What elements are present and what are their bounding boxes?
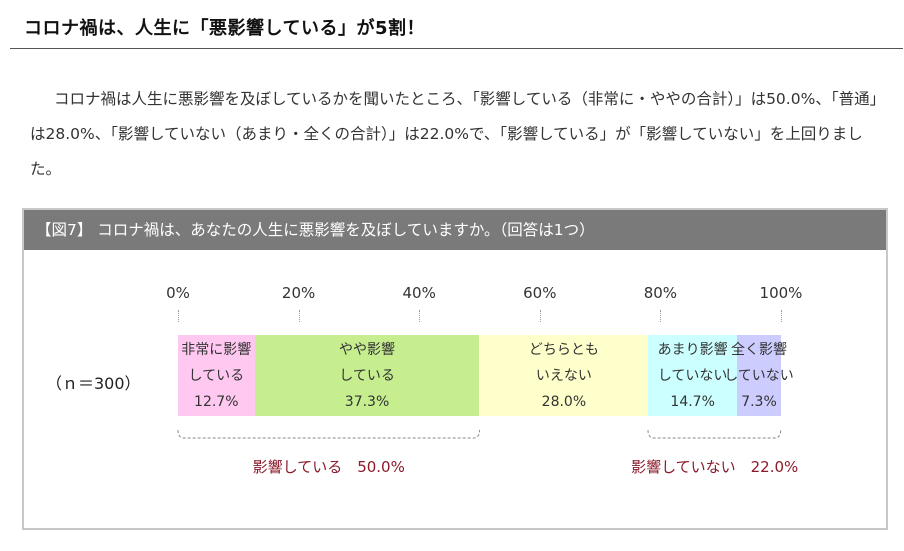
segment-label: やや影響 [339, 341, 396, 358]
x-tick-label: 100% [759, 284, 803, 302]
segment-label: していない [724, 367, 794, 384]
segment-label: いえない [535, 367, 592, 384]
sample-size-label: （ｎ＝300） [46, 374, 141, 393]
x-tick-label: 60% [523, 284, 557, 302]
bar-segment: 全く影響していない 7.3% [724, 335, 794, 416]
heading-divider [10, 48, 903, 49]
segment-value-label: 37.3% [344, 393, 390, 410]
x-gridline [298, 310, 300, 322]
x-gridline [539, 310, 541, 322]
segment-label: している [339, 367, 395, 384]
group-brace [177, 429, 480, 439]
figure-title: 【図7】 コロナ禍は、あなたの人生に悪影響を及ぼしていますか。（回答は1つ） [24, 210, 886, 250]
x-gridline [781, 310, 782, 322]
segment-label: 非常に影響 [181, 341, 252, 358]
group-brace-path [177, 429, 480, 439]
x-gridline [178, 310, 179, 322]
segment-value-label: 12.7% [194, 393, 239, 410]
body-text: コロナ禍は人生に悪影響を及ぼしているかを聞いたところ、「影響している（非常に・や… [30, 90, 878, 178]
bar-segment: 非常に影響している 12.7% [178, 335, 255, 416]
bar-segment: やや影響している 37.3% [254, 335, 480, 416]
x-tick-label: 20% [281, 284, 316, 302]
bar-segment: どちらともいえない 28.0% [479, 335, 649, 416]
segment-label: あまり影響 [657, 341, 728, 358]
body-paragraph: コロナ禍は人生に悪影響を及ぼしているかを聞いたところ、「影響している（非常に・や… [30, 82, 880, 187]
group-summary-label: 影響している 50.0% [252, 458, 405, 476]
segment-value-label: 28.0% [541, 393, 587, 410]
page-heading: コロナ禍は、人生に「悪影響している」が5割！ [24, 18, 425, 39]
group-brace-path [647, 429, 782, 439]
x-gridline [660, 310, 662, 322]
x-tick-label: 0% [166, 284, 190, 302]
segment-value-label: 14.7% [670, 393, 715, 410]
group-summary-label: 影響していない 22.0% [631, 458, 799, 476]
bar-segment: あまり影響していない 14.7% [648, 335, 737, 416]
group-brace [647, 429, 782, 439]
x-tick-label: 40% [402, 284, 436, 302]
segment-label: どちらとも [528, 341, 599, 358]
segment-label: 全く影響 [730, 341, 787, 358]
x-gridline [419, 310, 421, 322]
segment-label: している [188, 367, 245, 384]
x-tick-label: 80% [643, 284, 678, 302]
segment-value-label: 7.3% [741, 393, 777, 410]
segment-label: していない [657, 367, 728, 384]
